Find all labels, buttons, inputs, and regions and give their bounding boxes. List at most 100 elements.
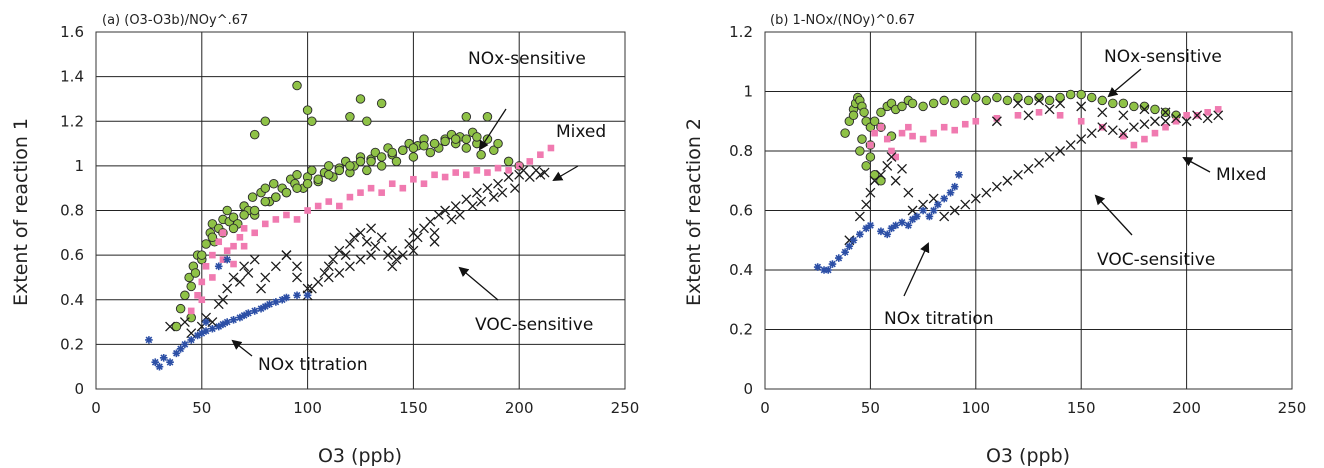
annotation-mixed-b: MIxed	[1182, 157, 1266, 185]
annotation-arrow	[552, 165, 579, 182]
data-point	[404, 239, 415, 249]
series-nox-sensitive-b	[840, 89, 1181, 186]
y-tick-label: 0.8	[60, 202, 84, 220]
data-point	[1130, 141, 1138, 149]
data-point	[198, 296, 206, 304]
annotation-label: NOx-sensitive	[1104, 47, 1222, 67]
data-point	[172, 349, 181, 358]
data-point	[925, 212, 934, 221]
data-point	[1108, 98, 1118, 109]
data-point	[176, 345, 185, 353]
data-point	[907, 98, 918, 109]
data-point	[960, 95, 971, 106]
data-point	[202, 262, 210, 270]
data-point	[376, 232, 387, 243]
data-point	[229, 316, 238, 324]
data-point	[857, 134, 867, 144]
y-tick-label: 0.8	[729, 142, 753, 160]
data-point	[892, 153, 899, 161]
data-point	[1172, 117, 1180, 125]
annotation-arrow	[1094, 194, 1133, 236]
annotation-label: NOx titration	[258, 355, 368, 375]
data-point	[340, 250, 351, 261]
data-point	[425, 216, 436, 227]
data-point	[908, 215, 917, 224]
data-point	[992, 92, 1002, 103]
points-a	[145, 80, 555, 371]
data-point	[1034, 92, 1044, 103]
data-point	[292, 170, 302, 180]
data-point	[955, 171, 963, 179]
data-point	[420, 180, 428, 188]
data-point	[1162, 123, 1169, 131]
data-point	[934, 200, 942, 209]
data-point	[283, 211, 290, 219]
data-point	[334, 245, 345, 256]
data-point	[939, 95, 949, 106]
data-point	[939, 211, 950, 222]
data-point	[362, 116, 372, 126]
data-point	[918, 101, 928, 112]
points-b	[813, 89, 1224, 274]
data-point	[223, 318, 231, 326]
data-point	[344, 261, 355, 272]
data-point	[1023, 110, 1034, 121]
data-point	[186, 312, 196, 323]
data-point	[236, 233, 244, 241]
data-point	[209, 274, 216, 281]
data-point	[510, 183, 520, 194]
data-point	[201, 312, 211, 323]
data-point	[1002, 175, 1013, 186]
data-point	[946, 188, 955, 197]
data-point	[429, 138, 440, 149]
data-point	[307, 116, 317, 126]
data-point	[272, 298, 280, 306]
data-point	[1139, 104, 1150, 115]
data-point	[1044, 151, 1055, 162]
data-point	[876, 107, 886, 118]
data-point	[240, 242, 248, 250]
data-point	[366, 223, 377, 234]
data-point	[249, 205, 260, 216]
annotation-nox-sensitive-b: NOx-sensitive	[1104, 47, 1222, 98]
data-point	[145, 336, 153, 344]
data-point	[949, 98, 960, 109]
data-point	[1214, 106, 1222, 113]
data-point	[1044, 104, 1055, 115]
data-point	[219, 229, 227, 237]
data-point	[891, 221, 900, 230]
data-point	[355, 254, 366, 265]
data-point	[1056, 112, 1064, 119]
data-point	[202, 318, 210, 326]
x-tick-label: 100	[293, 399, 322, 417]
y-tick-label: 0	[743, 380, 753, 398]
data-point	[302, 283, 313, 294]
ticks-a: 0 50 100 150 200 250 0 0.2 0.4 0.6 0.8 1 1.2 1.4 1.6	[60, 23, 639, 417]
data-point	[187, 307, 195, 315]
data-point	[877, 227, 885, 236]
data-point	[431, 171, 438, 179]
data-point	[249, 129, 260, 140]
data-point	[260, 116, 271, 126]
data-point	[261, 220, 269, 228]
data-point	[446, 214, 457, 225]
data-point	[219, 256, 227, 263]
data-point	[452, 169, 460, 176]
data-point	[1139, 119, 1150, 130]
data-point	[898, 129, 906, 137]
data-point	[209, 251, 216, 259]
data-point	[461, 112, 472, 122]
data-point	[928, 193, 939, 204]
data-point	[184, 272, 194, 283]
data-point	[904, 221, 913, 230]
data-point	[240, 311, 248, 320]
data-point	[484, 169, 491, 176]
annotation-arrow	[1107, 68, 1142, 98]
data-point	[1128, 122, 1139, 133]
data-point	[179, 317, 190, 328]
data-point	[970, 193, 981, 204]
annotation-nox-titration-b: NOx titration	[884, 242, 994, 329]
data-point	[883, 135, 891, 143]
data-point	[1107, 125, 1118, 136]
data-point	[260, 183, 271, 193]
